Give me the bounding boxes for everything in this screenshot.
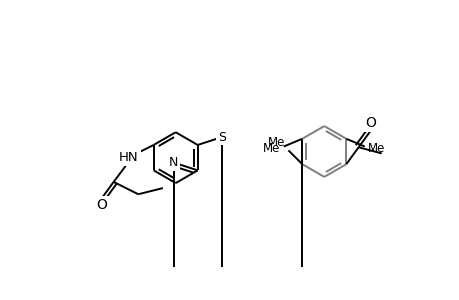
- Text: Me: Me: [268, 136, 285, 149]
- Text: Me: Me: [263, 142, 280, 154]
- Text: S: S: [218, 130, 225, 144]
- Text: O: O: [95, 198, 106, 212]
- Text: O: O: [365, 116, 375, 130]
- Text: N: N: [168, 156, 178, 169]
- Text: HN: HN: [119, 151, 139, 164]
- Text: Me: Me: [367, 142, 384, 154]
